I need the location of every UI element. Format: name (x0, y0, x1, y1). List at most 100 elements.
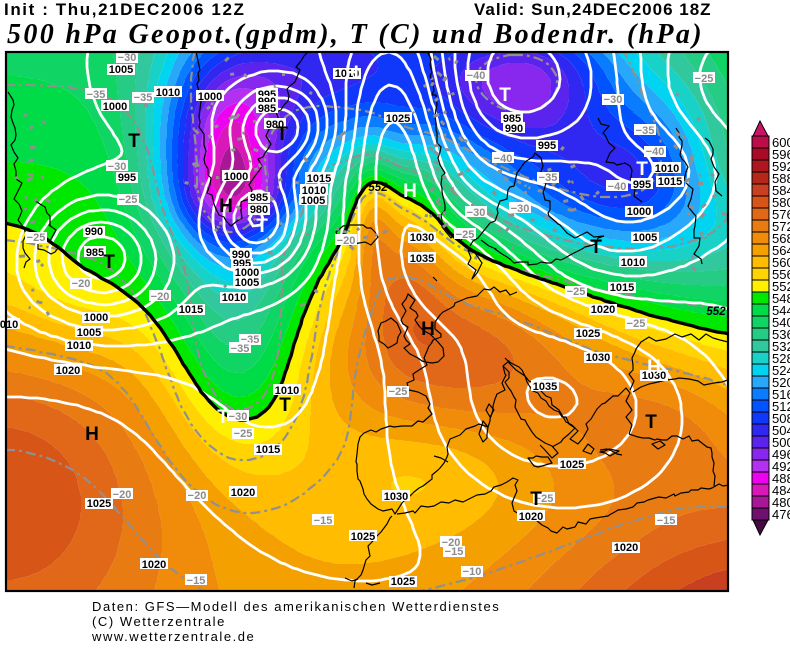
svg-text:564: 564 (772, 243, 790, 258)
svg-text:600: 600 (772, 135, 790, 150)
svg-text:1005: 1005 (109, 64, 133, 76)
svg-text:990: 990 (505, 123, 523, 135)
svg-text:T: T (645, 412, 657, 433)
svg-text:552: 552 (706, 306, 726, 318)
svg-text:1005: 1005 (77, 327, 101, 339)
svg-text:1020: 1020 (231, 487, 255, 499)
svg-text:T: T (279, 395, 291, 416)
svg-text:H: H (85, 424, 99, 445)
svg-text:1010: 1010 (655, 163, 679, 175)
svg-text:995: 995 (538, 140, 556, 152)
svg-text:552: 552 (772, 279, 790, 294)
svg-text:−20: −20 (188, 490, 207, 502)
svg-text:1010: 1010 (67, 340, 91, 352)
svg-text:1035: 1035 (410, 253, 434, 265)
svg-text:476: 476 (772, 507, 790, 522)
svg-text:T: T (128, 131, 140, 152)
svg-text:−25: −25 (119, 194, 138, 206)
svg-text:−20: −20 (113, 489, 132, 501)
svg-text:1015: 1015 (307, 173, 331, 185)
svg-text:1030: 1030 (410, 232, 434, 244)
svg-text:−35: −35 (134, 92, 153, 104)
svg-text:T: T (217, 407, 229, 428)
svg-text:−25: −25 (27, 232, 46, 244)
svg-text:500: 500 (772, 435, 790, 450)
svg-text:1015: 1015 (179, 304, 203, 316)
svg-text:T: T (256, 216, 268, 237)
svg-text:1030: 1030 (586, 352, 610, 364)
svg-text:−30: −30 (604, 94, 623, 106)
svg-text:T: T (590, 237, 602, 258)
svg-text:580: 580 (772, 195, 790, 210)
svg-text:H: H (647, 357, 661, 378)
svg-text:516: 516 (772, 387, 790, 402)
svg-text:548: 548 (772, 291, 790, 306)
svg-text:−25: −25 (567, 286, 586, 298)
svg-text:−30: −30 (118, 52, 137, 64)
svg-text:484: 484 (772, 483, 790, 498)
svg-text:1010: 1010 (222, 292, 246, 304)
svg-text:−40: −40 (467, 70, 486, 82)
svg-text:1015: 1015 (658, 176, 682, 188)
svg-text:1030: 1030 (384, 491, 408, 503)
svg-text:492: 492 (772, 459, 790, 474)
svg-text:−30: −30 (108, 161, 127, 173)
svg-text:1000: 1000 (198, 91, 222, 103)
svg-text:556: 556 (772, 267, 790, 282)
svg-text:1025: 1025 (560, 459, 584, 471)
svg-text:496: 496 (772, 447, 790, 462)
svg-text:588: 588 (772, 171, 790, 186)
svg-text:1025: 1025 (391, 576, 415, 588)
svg-text:−30: −30 (467, 207, 486, 219)
svg-text:−35: −35 (231, 343, 250, 355)
svg-text:−35: −35 (636, 125, 655, 137)
svg-text:1015: 1015 (256, 444, 280, 456)
svg-text:560: 560 (772, 255, 790, 270)
svg-text:T: T (499, 85, 511, 106)
svg-text:H: H (219, 196, 233, 217)
svg-text:552: 552 (368, 182, 388, 194)
svg-text:−30: −30 (511, 203, 530, 215)
svg-text:1025: 1025 (386, 113, 410, 125)
svg-text:1020: 1020 (519, 511, 543, 523)
svg-text:1000: 1000 (103, 101, 127, 113)
svg-text:1010: 1010 (275, 385, 299, 397)
svg-text:1000: 1000 (627, 206, 651, 218)
svg-text:−25: −25 (535, 493, 554, 505)
svg-text:−35: −35 (87, 89, 106, 101)
svg-text:1010: 1010 (0, 319, 18, 331)
svg-text:990: 990 (85, 226, 103, 238)
svg-text:H: H (403, 181, 417, 202)
svg-text:−25: −25 (389, 386, 408, 398)
svg-text:−20: −20 (72, 278, 91, 290)
svg-text:−15: −15 (657, 515, 676, 527)
svg-text:1005: 1005 (301, 195, 325, 207)
svg-text:1035: 1035 (533, 381, 557, 393)
svg-text:995: 995 (633, 179, 651, 191)
svg-text:1005: 1005 (633, 232, 657, 244)
svg-text:−15: −15 (187, 575, 206, 587)
svg-text:995: 995 (118, 172, 136, 184)
svg-text:576: 576 (772, 207, 790, 222)
svg-text:1020: 1020 (591, 304, 615, 316)
svg-text:488: 488 (772, 471, 790, 486)
svg-text:1010: 1010 (335, 68, 359, 80)
svg-text:524: 524 (772, 363, 790, 378)
svg-text:1025: 1025 (351, 531, 375, 543)
svg-text:1020: 1020 (614, 542, 638, 554)
svg-text:1005: 1005 (235, 277, 259, 289)
svg-text:536: 536 (772, 327, 790, 342)
svg-text:1010: 1010 (621, 257, 645, 269)
svg-text:1010: 1010 (156, 87, 180, 99)
svg-text:532: 532 (772, 339, 790, 354)
svg-text:−10: −10 (463, 566, 482, 578)
svg-text:−40: −40 (646, 146, 665, 158)
svg-text:596: 596 (772, 147, 790, 162)
svg-text:1025: 1025 (576, 328, 600, 340)
svg-text:T: T (530, 489, 542, 510)
svg-text:−35: −35 (539, 172, 558, 184)
svg-text:−40: −40 (608, 181, 627, 193)
svg-text:1015: 1015 (610, 282, 634, 294)
svg-text:T: T (636, 159, 648, 180)
svg-text:−25: −25 (234, 428, 253, 440)
